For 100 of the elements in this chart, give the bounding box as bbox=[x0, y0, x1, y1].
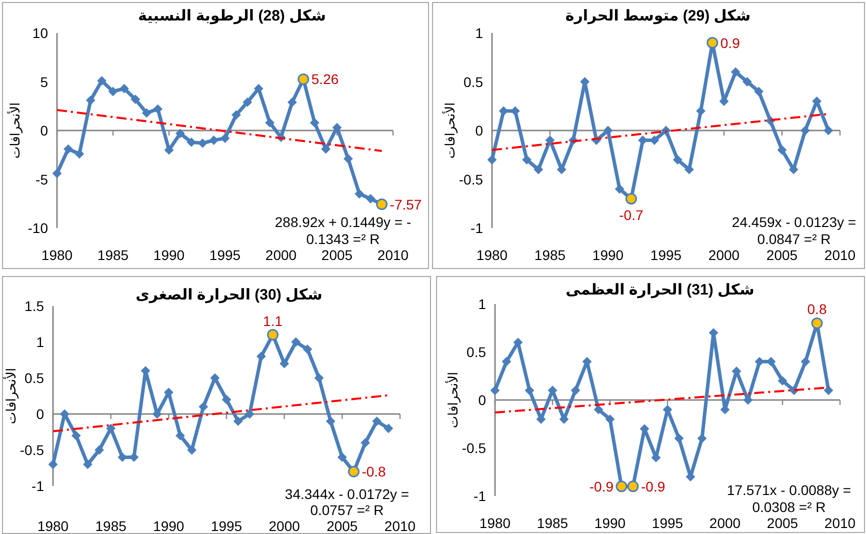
point bbox=[48, 460, 58, 469]
point bbox=[321, 144, 330, 154]
point bbox=[606, 414, 614, 424]
point bbox=[778, 376, 787, 386]
point bbox=[366, 194, 376, 204]
point bbox=[176, 128, 185, 138]
point bbox=[86, 96, 96, 105]
point bbox=[120, 84, 129, 94]
y-tick-label: 1 bbox=[475, 25, 484, 41]
point bbox=[302, 344, 312, 354]
x-tick-label: 2005 bbox=[766, 515, 798, 531]
annotation: 0.0757 =² R bbox=[310, 502, 384, 518]
point bbox=[696, 106, 706, 116]
point bbox=[354, 189, 364, 198]
y-tick-label: -1 bbox=[32, 478, 44, 494]
point bbox=[234, 416, 243, 426]
title: شكل (28) الرطوبة النسبية bbox=[138, 8, 326, 24]
x-tick-label: 1985 bbox=[534, 247, 566, 263]
point bbox=[372, 416, 382, 426]
point bbox=[594, 405, 603, 414]
point bbox=[525, 386, 534, 395]
point bbox=[338, 452, 347, 462]
x-tick-label: 2005 bbox=[321, 247, 353, 263]
x-tick-label: 1985 bbox=[95, 518, 127, 534]
data-label: -0.7 bbox=[619, 206, 644, 223]
point bbox=[209, 136, 218, 145]
y-tick-label: 1 bbox=[36, 334, 44, 350]
point bbox=[130, 94, 140, 104]
ylabel: الأنحرافات bbox=[8, 102, 22, 159]
point bbox=[256, 352, 266, 361]
y-tick-label: -1 bbox=[470, 220, 484, 236]
y-tick-label: 0.5 bbox=[466, 344, 486, 360]
point bbox=[684, 165, 694, 174]
annotation: 0.0847 =² R bbox=[757, 231, 831, 247]
y-tick-label: -1 bbox=[474, 488, 486, 504]
point bbox=[604, 126, 612, 135]
point bbox=[615, 184, 624, 194]
y-tick-label: 0 bbox=[478, 392, 486, 408]
y-tick-label: 0 bbox=[475, 122, 484, 138]
x-tick-label: 1990 bbox=[594, 515, 626, 531]
point bbox=[314, 374, 324, 382]
y-tick-label: 1 bbox=[478, 296, 486, 312]
x-tick-label: 1980 bbox=[37, 518, 69, 534]
point bbox=[778, 146, 786, 154]
point bbox=[52, 168, 62, 178]
ylabel: الأنحرافات bbox=[4, 368, 18, 424]
x-tick-label: 2000 bbox=[708, 247, 740, 263]
point bbox=[142, 108, 152, 118]
point bbox=[522, 155, 532, 164]
y-tick-label: -0.5 bbox=[462, 440, 486, 456]
point bbox=[789, 165, 798, 174]
point bbox=[384, 424, 393, 433]
x-tick-label: 1990 bbox=[153, 518, 184, 534]
point bbox=[488, 155, 496, 164]
point bbox=[242, 98, 252, 107]
point bbox=[800, 126, 810, 135]
title: شكل (29) متوسط الحرارة bbox=[565, 8, 751, 24]
data-label: -0.9 bbox=[641, 478, 666, 494]
point bbox=[176, 431, 185, 440]
x-tick-label: 1990 bbox=[592, 247, 624, 263]
annotation: 34.344x - 0.0172y = bbox=[284, 486, 410, 502]
point bbox=[198, 138, 208, 148]
point bbox=[187, 446, 196, 454]
point bbox=[571, 386, 580, 395]
point bbox=[801, 357, 810, 366]
x-tick-label: 1980 bbox=[476, 247, 508, 263]
data-label: 5.26 bbox=[311, 71, 339, 88]
point bbox=[534, 165, 543, 174]
y-tick-label: 0.5 bbox=[464, 74, 484, 90]
point bbox=[310, 118, 320, 128]
x-tick-label: 1995 bbox=[209, 247, 241, 263]
data-label: 0.9 bbox=[720, 34, 740, 51]
annotation: 0.1343 =² R bbox=[306, 231, 380, 247]
point bbox=[220, 134, 230, 143]
y-tick-label: -5 bbox=[36, 171, 48, 188]
ylabel: الأنحرافات bbox=[442, 102, 458, 159]
point bbox=[502, 357, 511, 366]
y-tick-label: -0.5 bbox=[20, 442, 44, 458]
x-tick-label: 1995 bbox=[210, 518, 242, 534]
point bbox=[291, 338, 300, 346]
point bbox=[265, 118, 274, 128]
point bbox=[232, 110, 241, 120]
point bbox=[742, 77, 752, 86]
y-tick-label: -0.5 bbox=[458, 171, 484, 188]
y-tick-label: 1.5 bbox=[24, 298, 44, 314]
x-tick-label: 2000 bbox=[268, 518, 300, 534]
point bbox=[824, 126, 833, 135]
data-label: 1.1 bbox=[263, 312, 283, 329]
y-tick-label: 5 bbox=[40, 74, 48, 90]
point bbox=[222, 395, 231, 404]
x-tick-label: 2000 bbox=[709, 515, 741, 531]
y-tick-label: 0 bbox=[40, 122, 48, 138]
point bbox=[360, 438, 370, 448]
point bbox=[153, 104, 162, 114]
annotation: 24.459x - 0.0123y = bbox=[732, 214, 856, 230]
annotation: 0.0308 =² R bbox=[752, 499, 826, 515]
point bbox=[254, 84, 264, 94]
point bbox=[186, 138, 196, 147]
x-tick-label: 1985 bbox=[536, 515, 568, 531]
point bbox=[698, 434, 706, 443]
